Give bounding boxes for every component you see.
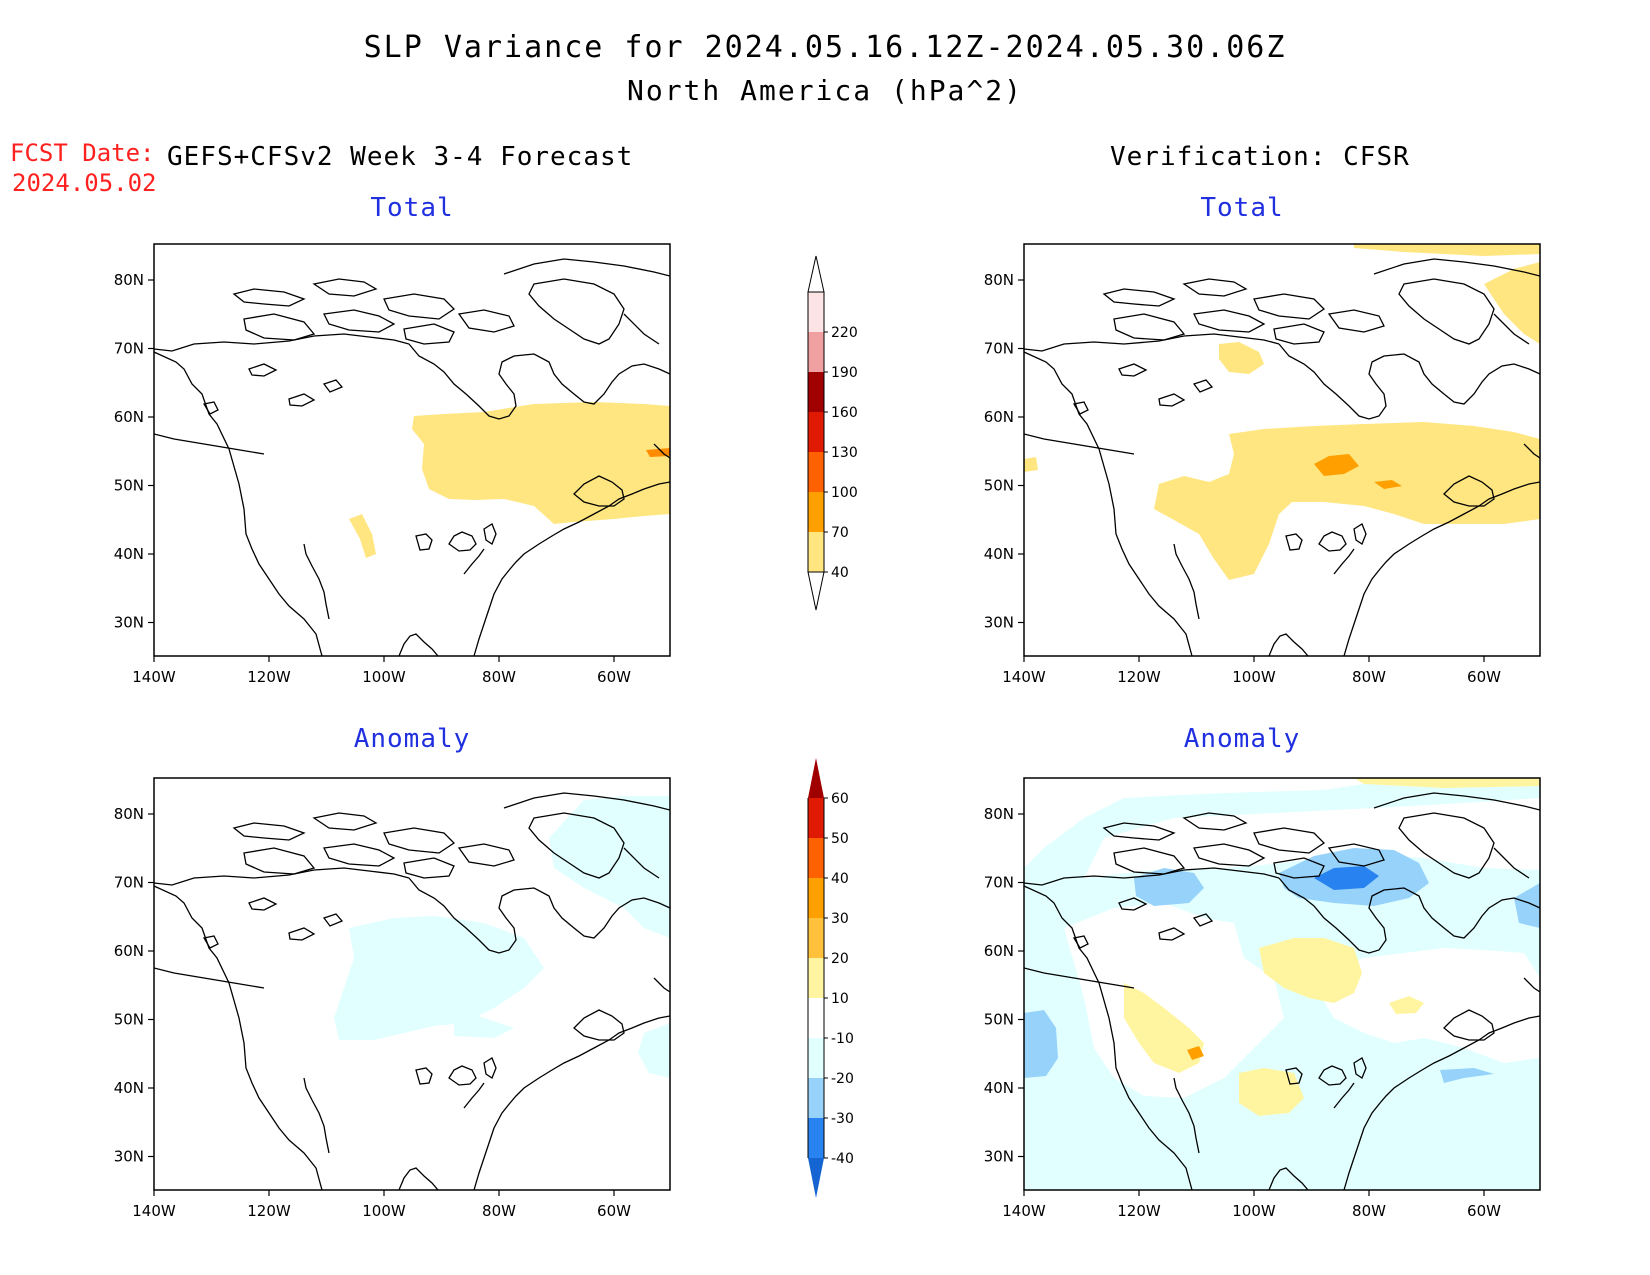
lat-tick-label: 70N xyxy=(984,874,1014,892)
lon-tick-label: 80W xyxy=(482,668,516,686)
lat-tick-label: 60N xyxy=(114,942,144,960)
main-title: SLP Variance for 2024.05.16.12Z-2024.05.… xyxy=(363,30,1287,65)
lon-tick-label: 100W xyxy=(362,668,406,686)
colorbar-total-segment xyxy=(808,492,824,532)
colorbar-total-label: 160 xyxy=(831,405,858,421)
lon-tick-label: 80W xyxy=(482,1202,516,1220)
lat-tick-label: 50N xyxy=(114,477,144,495)
lon-tick-label: 120W xyxy=(247,1202,291,1220)
panel-title-verification-total: Total xyxy=(1200,193,1284,223)
colorbar-anomaly-segment xyxy=(808,1038,824,1078)
colorbar-anomaly-segment xyxy=(808,1078,824,1118)
colorbar-total: 40 70 100 130 160 190 220 xyxy=(807,255,858,611)
fcst-date-label: FCST Date: xyxy=(10,139,155,167)
lat-tick-label: 80N xyxy=(984,271,1014,289)
lon-tick-label: 80W xyxy=(1352,1202,1386,1220)
lon-tick-label: 100W xyxy=(1232,1202,1276,1220)
lat-tick-label: 60N xyxy=(984,408,1014,426)
panel-title-forecast-anomaly: Anomaly xyxy=(353,724,471,754)
lon-tick-label: 100W xyxy=(362,1202,406,1220)
colorbar-anomaly-label: 10 xyxy=(831,991,849,1007)
lon-tick-label: 140W xyxy=(132,668,176,686)
lon-tick-label: 120W xyxy=(1117,1202,1161,1220)
map-panel-verification-total xyxy=(1023,243,1541,657)
colorbar-anomaly-label: 50 xyxy=(831,831,849,847)
map-frame xyxy=(153,243,671,657)
lat-tick-label: 60N xyxy=(984,942,1014,960)
lat-tick-label: 60N xyxy=(114,408,144,426)
lon-tick-label: 140W xyxy=(1002,1202,1046,1220)
colorbar-anomaly-segment xyxy=(808,1118,824,1158)
colorbar-anomaly-label: -20 xyxy=(831,1071,854,1087)
lat-tick-label: 30N xyxy=(114,1148,144,1166)
colorbar-total-segment xyxy=(808,532,824,572)
colorbar-anomaly: -40 -30 -20 -10 10 20 30 40 50 60 xyxy=(807,758,854,1198)
colorbar-anomaly-segment xyxy=(808,998,824,1038)
panel-title-verification-anomaly: Anomaly xyxy=(1183,724,1301,754)
main-subtitle: North America (hPa^2) xyxy=(626,74,1023,107)
colorbar-total-segment xyxy=(808,372,824,412)
colorbar-anomaly-label: -10 xyxy=(831,1031,854,1047)
lat-tick-label: 40N xyxy=(114,1079,144,1097)
verification-column-title: Verification: CFSR xyxy=(1110,142,1410,172)
colorbar-total-label: 40 xyxy=(831,565,849,581)
lon-tick-label: 60W xyxy=(1467,668,1501,686)
lat-tick-label: 40N xyxy=(984,545,1014,563)
panel-title-forecast-total: Total xyxy=(370,193,454,223)
lon-tick-label: 60W xyxy=(1467,1202,1501,1220)
colorbar-anomaly-label: 30 xyxy=(831,911,849,927)
colorbar-total-segment xyxy=(808,452,824,492)
forecast-column-title: GEFS+CFSv2 Week 3-4 Forecast xyxy=(167,142,634,172)
lat-tick-label: 30N xyxy=(984,1148,1014,1166)
colorbar-total-label: 100 xyxy=(831,485,858,501)
fcst-date-value: 2024.05.02 xyxy=(12,169,157,197)
map-panel-forecast-total xyxy=(153,243,671,657)
colorbar-anomaly-label: -40 xyxy=(831,1151,854,1167)
colorbar-anomaly-segment xyxy=(808,878,824,918)
colorbar-total-bottom-arrow xyxy=(807,571,825,611)
colorbar-anomaly-bottom-arrow xyxy=(808,1158,824,1198)
map-panel-verification-anomaly xyxy=(1023,777,1541,1191)
map-panel-forecast-anomaly xyxy=(153,777,671,1191)
lon-tick-label: 120W xyxy=(1117,668,1161,686)
lat-tick-label: 50N xyxy=(114,1011,144,1029)
colorbar-anomaly-top-arrow xyxy=(808,758,824,798)
lon-tick-label: 100W xyxy=(1232,668,1276,686)
colorbar-anomaly-segment xyxy=(808,918,824,958)
colorbar-anomaly-segment xyxy=(808,798,824,838)
colorbar-total-label: 190 xyxy=(831,365,858,381)
lon-tick-label: 120W xyxy=(247,668,291,686)
lat-tick-label: 40N xyxy=(114,545,144,563)
colorbar-total-segment xyxy=(808,412,824,452)
colorbar-total-label: 70 xyxy=(831,525,849,541)
colorbar-anomaly-segment xyxy=(808,838,824,878)
lat-tick-label: 70N xyxy=(114,340,144,358)
lat-tick-label: 80N xyxy=(984,805,1014,823)
lat-tick-label: 30N xyxy=(984,614,1014,632)
lon-tick-label: 140W xyxy=(132,1202,176,1220)
colorbar-anomaly-label: 20 xyxy=(831,951,849,967)
colorbar-anomaly-label: 60 xyxy=(831,791,849,807)
colorbar-total-label: 130 xyxy=(831,445,858,461)
lat-tick-label: 40N xyxy=(984,1079,1014,1097)
lon-tick-label: 140W xyxy=(1002,668,1046,686)
lat-tick-label: 80N xyxy=(114,271,144,289)
colorbar-anomaly-label: 40 xyxy=(831,871,849,887)
lat-tick-label: 50N xyxy=(984,477,1014,495)
lon-tick-label: 60W xyxy=(597,668,631,686)
colorbar-anomaly-label: -30 xyxy=(831,1111,854,1127)
colorbar-total-top-arrow xyxy=(807,255,825,293)
lat-tick-label: 30N xyxy=(114,614,144,632)
lat-tick-label: 70N xyxy=(984,340,1014,358)
colorbar-total-segment xyxy=(808,292,824,332)
colorbar-total-segment xyxy=(808,332,824,372)
colorbar-anomaly-segment xyxy=(808,958,824,998)
lon-tick-label: 80W xyxy=(1352,668,1386,686)
colorbar-total-label: 220 xyxy=(831,325,858,341)
lon-tick-label: 60W xyxy=(597,1202,631,1220)
lat-tick-label: 50N xyxy=(984,1011,1014,1029)
lat-tick-label: 70N xyxy=(114,874,144,892)
lat-tick-label: 80N xyxy=(114,805,144,823)
